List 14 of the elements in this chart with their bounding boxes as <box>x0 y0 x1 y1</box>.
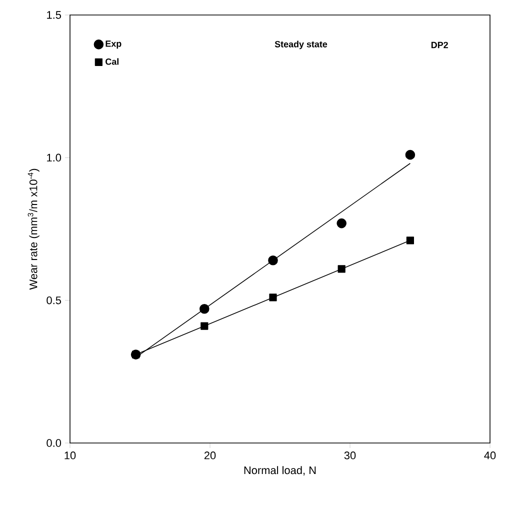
annotation: Steady state <box>274 40 328 50</box>
y-axis-title: Wear rate (mm$^{3}$/m x10$^{-4}$) <box>28 168 40 290</box>
y-tick-label: 1.5 <box>47 11 62 19</box>
y-tick-label: 0.0 <box>46 439 62 447</box>
annotation: DP2 <box>431 42 448 48</box>
y-tick-label: 1.0 <box>47 154 62 162</box>
y-tick-label: 0.5 <box>46 296 62 304</box>
legend-label: Exp <box>106 40 122 49</box>
x-tick-label: 40 <box>484 452 496 460</box>
x-axis-title: Normal load, N <box>244 466 316 476</box>
x-tick-label: 20 <box>204 452 216 460</box>
x-tick-label: 30 <box>344 452 356 460</box>
x-tick-label: 10 <box>64 452 76 460</box>
legend-label: Cal <box>106 58 118 65</box>
